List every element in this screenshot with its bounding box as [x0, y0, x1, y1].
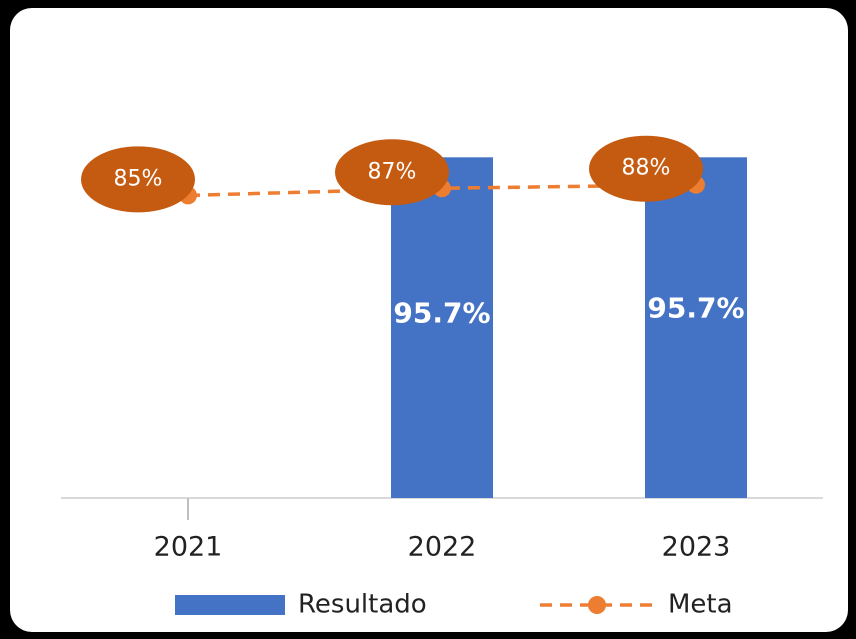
- legend-swatch: [175, 595, 285, 615]
- legend-marker: [588, 596, 606, 614]
- line-value-label: 88%: [622, 156, 671, 181]
- line-value-label: 87%: [368, 159, 417, 184]
- x-tick-label: 2023: [662, 532, 731, 563]
- legend-label: Resultado: [298, 590, 427, 620]
- data-label-bubble: [81, 146, 195, 213]
- data-label-bubble: [335, 139, 449, 206]
- x-tick-label: 2021: [154, 532, 223, 563]
- legend-label: Meta: [668, 590, 733, 620]
- line-value-label: 85%: [114, 166, 163, 191]
- bar: [391, 157, 493, 499]
- bar-value-label: 95.7%: [647, 292, 744, 325]
- bar: [645, 157, 747, 499]
- data-label-bubble: [589, 135, 703, 202]
- bar-value-label: 95.7%: [393, 297, 490, 330]
- x-tick-label: 2022: [408, 532, 477, 563]
